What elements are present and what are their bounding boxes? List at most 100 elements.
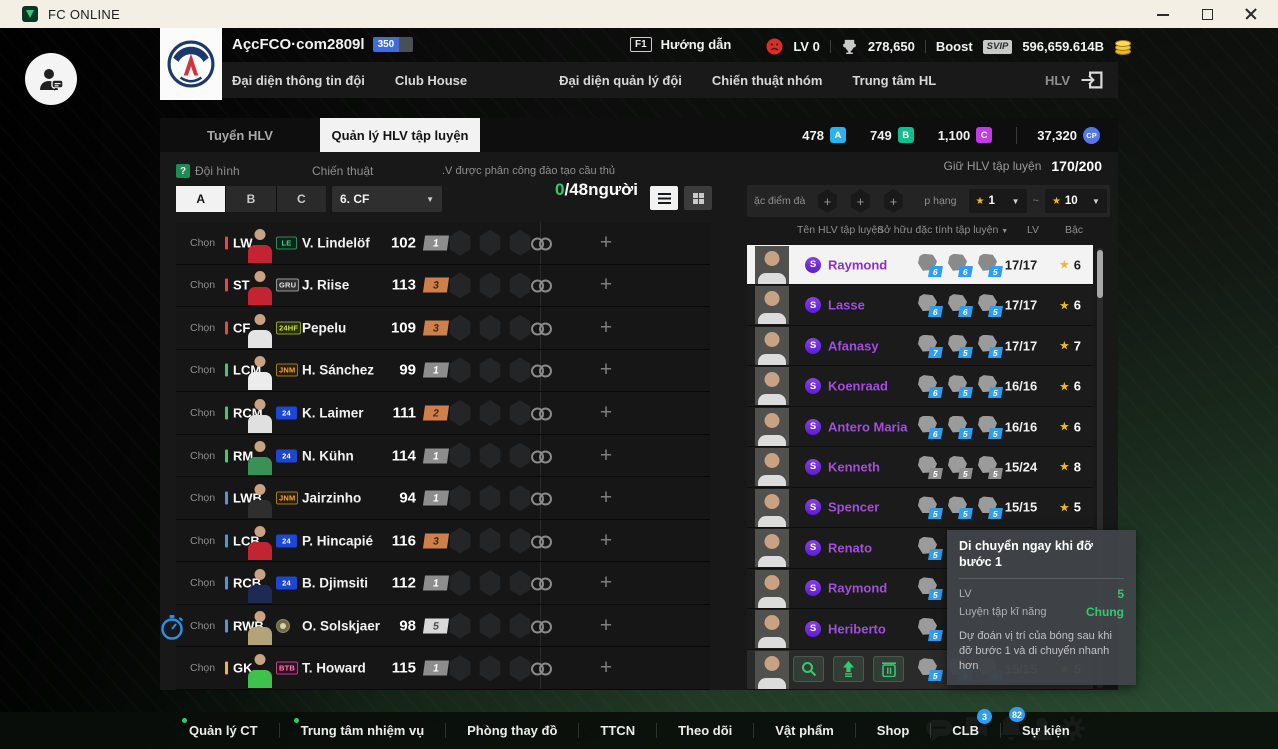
trait-icon[interactable]: 5 bbox=[977, 455, 1003, 479]
assign-coach-button[interactable]: + bbox=[599, 656, 613, 680]
player-row[interactable]: Chọn LWB JNM Jairzinho 94 1 + bbox=[176, 477, 710, 520]
select-label[interactable]: Chọn bbox=[190, 534, 216, 547]
nav-item[interactable]: Chiến thuật nhóm bbox=[711, 72, 823, 88]
tab-tuyen-hlv[interactable]: Tuyển HLV bbox=[207, 127, 273, 143]
empty-trait-slot[interactable] bbox=[509, 399, 531, 426]
empty-trait-slot[interactable] bbox=[449, 612, 471, 639]
empty-trait-slot[interactable] bbox=[449, 442, 471, 469]
upgrade-coach-button[interactable] bbox=[833, 656, 864, 683]
select-label[interactable]: Chọn bbox=[190, 364, 216, 377]
empty-trait-slot[interactable] bbox=[479, 442, 501, 469]
trait-icon[interactable]: 5 bbox=[977, 496, 1003, 520]
help-question-icon[interactable]: ? bbox=[176, 164, 190, 178]
delete-coach-button[interactable] bbox=[873, 656, 904, 683]
profile-chat-button[interactable] bbox=[25, 53, 77, 105]
squad-set-button[interactable]: B bbox=[226, 186, 276, 212]
coach-row[interactable]: S Lasse 6 6 5 17/17 ★ 6 bbox=[747, 285, 1093, 326]
squad-set-button[interactable]: C bbox=[276, 186, 326, 212]
trait-icon[interactable]: 6 bbox=[947, 253, 973, 277]
empty-trait-slot[interactable] bbox=[479, 399, 501, 426]
empty-trait-slot[interactable] bbox=[509, 485, 531, 512]
trait-icon[interactable]: 6 bbox=[917, 294, 943, 318]
empty-trait-slot[interactable] bbox=[509, 527, 531, 554]
empty-trait-slot[interactable] bbox=[509, 314, 531, 341]
empty-trait-slot[interactable] bbox=[479, 229, 501, 256]
bottom-nav-item[interactable]: TTCN bbox=[578, 723, 656, 738]
select-label[interactable]: Chọn bbox=[190, 662, 216, 675]
trait-icon[interactable]: 5 bbox=[947, 455, 973, 479]
column-traits[interactable]: Sở hữu đặc tính tập luyện ▼ bbox=[877, 224, 1009, 236]
link-icon[interactable] bbox=[531, 662, 552, 676]
empty-trait-slot[interactable] bbox=[479, 655, 501, 682]
bottom-nav-item[interactable]: Shop bbox=[854, 723, 931, 738]
empty-trait-slot[interactable] bbox=[449, 229, 471, 256]
list-view-button[interactable] bbox=[650, 186, 678, 210]
hlv-exit-button[interactable]: HLV bbox=[1045, 70, 1118, 90]
rank-max-dropdown[interactable]: ★ 10 ▼ bbox=[1044, 189, 1107, 213]
empty-trait-slot[interactable] bbox=[479, 485, 501, 512]
player-row[interactable]: Chọn RM 24 N. Kühn 114 1 + bbox=[176, 434, 710, 478]
empty-trait-slot[interactable] bbox=[509, 272, 531, 299]
empty-trait-slot[interactable] bbox=[449, 570, 471, 597]
trait-icon[interactable]: 7 bbox=[917, 334, 943, 358]
bottom-nav-item[interactable]: Vật phẩm bbox=[753, 723, 855, 738]
empty-trait-slot[interactable] bbox=[449, 527, 471, 554]
link-icon[interactable] bbox=[531, 237, 552, 251]
bottom-nav-item[interactable]: Quản lý CT bbox=[168, 718, 279, 738]
scrollbar-thumb[interactable] bbox=[1097, 250, 1103, 298]
assign-coach-button[interactable]: + bbox=[599, 613, 613, 637]
empty-trait-slot[interactable] bbox=[509, 570, 531, 597]
select-label[interactable]: Chọn bbox=[190, 577, 216, 590]
trait-icon[interactable]: 5 bbox=[917, 536, 943, 560]
empty-trait-slot[interactable] bbox=[479, 612, 501, 639]
tab-quan-ly-hlv[interactable]: Quản lý HLV tập luyện bbox=[320, 118, 480, 152]
trait-icon[interactable]: 5 bbox=[947, 375, 973, 399]
assign-coach-button[interactable]: + bbox=[599, 315, 613, 339]
trait-icon[interactable]: 6 bbox=[947, 294, 973, 318]
select-label[interactable]: Chọn bbox=[190, 449, 216, 462]
trait-icon[interactable]: 5 bbox=[977, 334, 1003, 358]
add-trait-filter-button[interactable]: + bbox=[850, 189, 870, 213]
player-row[interactable]: Chọn LCB 24 P. Hincapié 116 3 + bbox=[176, 519, 710, 563]
coach-row[interactable]: S Kenneth 5 5 5 15/24 ★ 8 bbox=[747, 447, 1093, 488]
player-row[interactable]: Chọn LCM JNM H. Sánchez 99 1 + bbox=[176, 349, 710, 393]
add-trait-filter-button[interactable]: + bbox=[883, 189, 903, 213]
nav-item[interactable]: Club House bbox=[394, 72, 468, 88]
trait-icon[interactable]: 5 bbox=[977, 415, 1003, 439]
grid-view-button[interactable] bbox=[684, 186, 712, 210]
trait-icon[interactable]: 5 bbox=[977, 294, 1003, 318]
select-label[interactable]: Chọn bbox=[190, 492, 216, 505]
player-row[interactable]: Chọn ST GRU J. Riise 113 3 + bbox=[176, 264, 710, 308]
bottom-nav-item[interactable]: Sự kiện bbox=[1000, 723, 1091, 738]
bottom-nav-item[interactable]: CLB bbox=[930, 723, 1000, 738]
empty-trait-slot[interactable] bbox=[479, 272, 501, 299]
link-icon[interactable] bbox=[531, 364, 552, 378]
trait-icon[interactable]: 5 bbox=[977, 375, 1003, 399]
link-icon[interactable] bbox=[531, 322, 552, 336]
empty-trait-slot[interactable] bbox=[449, 272, 471, 299]
add-trait-filter-button[interactable]: + bbox=[817, 189, 837, 213]
trait-icon[interactable]: 5 bbox=[917, 496, 943, 520]
help-shortcut[interactable]: F1 Hướng dẫn bbox=[630, 37, 731, 52]
close-button[interactable] bbox=[1244, 7, 1258, 21]
link-icon[interactable] bbox=[531, 620, 552, 634]
link-icon[interactable] bbox=[531, 407, 552, 421]
assign-coach-button[interactable]: + bbox=[599, 528, 613, 552]
select-label[interactable]: Chọn bbox=[190, 236, 216, 249]
assign-coach-button[interactable]: + bbox=[599, 230, 613, 254]
coach-row[interactable]: S Antero Maria 6 5 5 16/16 ★ 6 bbox=[747, 406, 1093, 448]
trait-icon[interactable]: 5 bbox=[917, 617, 943, 641]
maximize-button[interactable] bbox=[1200, 7, 1214, 21]
empty-trait-slot[interactable] bbox=[479, 570, 501, 597]
empty-trait-slot[interactable] bbox=[509, 655, 531, 682]
empty-trait-slot[interactable] bbox=[509, 229, 531, 256]
trait-icon[interactable]: 5 bbox=[947, 415, 973, 439]
player-row[interactable]: Chọn RCM 24 K. Laimer 111 2 + bbox=[176, 392, 710, 435]
select-label[interactable]: Chọn bbox=[190, 406, 216, 419]
empty-trait-slot[interactable] bbox=[509, 612, 531, 639]
select-label[interactable]: Chọn bbox=[190, 321, 216, 334]
trait-icon[interactable]: 5 bbox=[947, 334, 973, 358]
trait-icon[interactable]: 6 bbox=[917, 253, 943, 277]
link-icon[interactable] bbox=[531, 492, 552, 506]
player-row[interactable]: Chọn LW LE V. Lindelöf 102 1 + bbox=[176, 222, 710, 265]
